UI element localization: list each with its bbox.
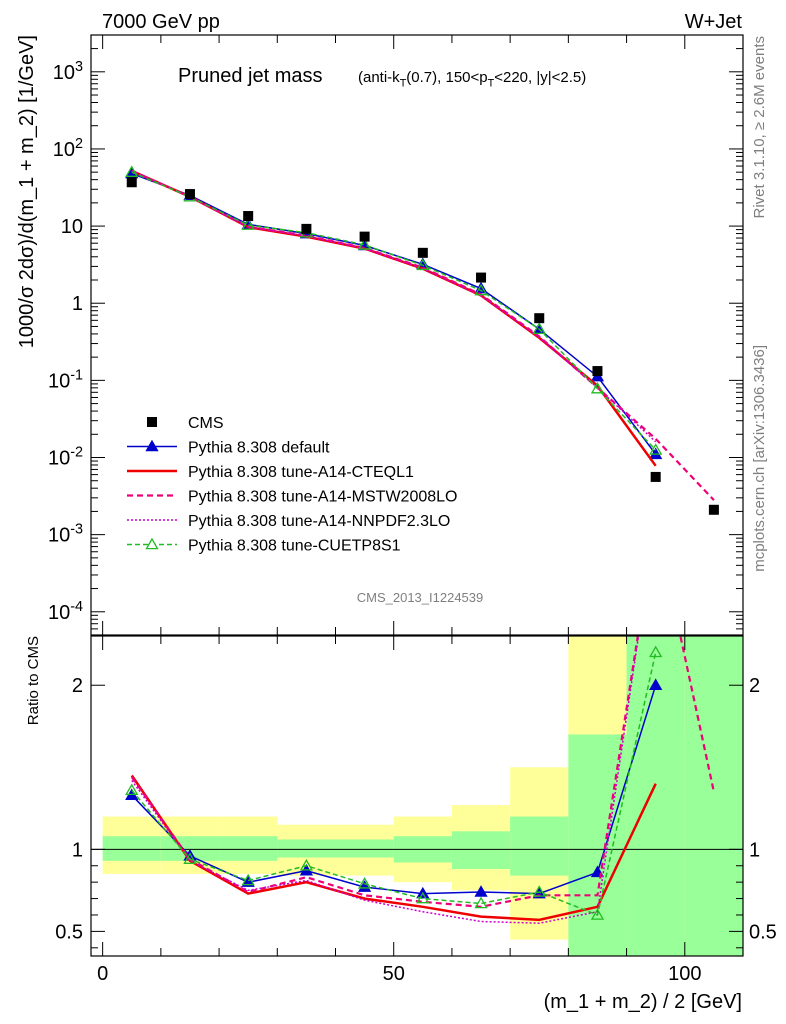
legend-marker-5 bbox=[145, 537, 159, 550]
legend-label-0: CMS bbox=[188, 415, 224, 432]
legend-label-4: Pythia 8.308 tune-A14-NNPDF2.3LO bbox=[188, 513, 450, 530]
bot-ytick-label-left-2: 2 bbox=[72, 675, 83, 697]
top-marker-5-4 bbox=[357, 238, 372, 250]
cms-point-2 bbox=[243, 211, 254, 222]
band-stat-6 bbox=[451, 831, 511, 870]
legend-label-2: Pythia 8.308 tune-A14-CTEQL1 bbox=[188, 464, 414, 481]
header-left: 7000 GeV pp bbox=[102, 11, 220, 33]
y-axis-title-top: 1000/σ 2dσ)/d(m_1 + m_2) [1/GeV] bbox=[16, 35, 38, 348]
top-ytick-label-0: 10-4 bbox=[48, 599, 83, 624]
x-tick-label-1: 50 bbox=[383, 963, 405, 985]
bot-ytick-label-right-1: 1 bbox=[749, 839, 760, 861]
top-marker-5-5 bbox=[416, 258, 430, 271]
bottom-series bbox=[91, 636, 743, 924]
bot-line-1 bbox=[130, 774, 657, 922]
band-stat-10 bbox=[684, 636, 743, 956]
cms-point-1 bbox=[184, 189, 195, 200]
bot-ytick-label-right-2: 2 bbox=[749, 675, 760, 697]
top-marker-5-2 bbox=[241, 218, 255, 230]
ratio-bands bbox=[102, 636, 743, 956]
bot-marker-4-0 bbox=[125, 783, 139, 796]
legend-marker-1 bbox=[145, 439, 159, 452]
top-ytick-label-5: 10 bbox=[61, 216, 83, 238]
axes: 10-4 10-3 10-2 10-1 1 10 102 103 0 50 100 0.5 0.5 1 1 2… bbox=[48, 34, 777, 985]
bottom-frame bbox=[90, 635, 744, 957]
analysis-id: CMS_2013_I1224539 bbox=[357, 590, 484, 605]
cms-point-5 bbox=[417, 247, 428, 258]
top-ytick-label-4: 1 bbox=[72, 293, 83, 315]
legend-label-5: Pythia 8.308 tune-CUETP8S1 bbox=[188, 538, 401, 555]
cms-point-8 bbox=[592, 366, 603, 377]
top-marker-5-6 bbox=[474, 283, 488, 296]
header-right: W+Jet bbox=[685, 11, 743, 33]
x-tick-label-2: 100 bbox=[668, 963, 701, 985]
mcplots-text: mcplots.cern.ch [arXiv:1306.3436] bbox=[751, 345, 768, 572]
top-ytick-label-2: 10-2 bbox=[48, 445, 83, 470]
bot-marker-4-5 bbox=[416, 891, 430, 904]
top-ytick-label-6: 102 bbox=[53, 136, 83, 161]
bot-marker-4-2 bbox=[241, 873, 255, 886]
top-marker-5-9 bbox=[649, 443, 663, 455]
top-marker-5-7 bbox=[532, 322, 546, 335]
cms-point-7 bbox=[534, 313, 545, 324]
y-axis-title-bottom: Ratio to CMS bbox=[25, 636, 42, 725]
top-ytick-label-3: 10-1 bbox=[48, 367, 83, 392]
rivet-text: Rivet 3.1.10, ≥ 2.6M events bbox=[751, 36, 768, 219]
bot-ytick-label-right-0: 0.5 bbox=[749, 921, 777, 943]
top-marker-5-0 bbox=[125, 165, 139, 177]
top-ytick-label-1: 10-3 bbox=[48, 522, 83, 547]
bot-marker-4-6 bbox=[474, 896, 488, 909]
cms-point-10 bbox=[708, 504, 719, 515]
bot-line-0 bbox=[131, 684, 657, 895]
band-stat-0 bbox=[102, 836, 161, 861]
top-line-4 bbox=[131, 170, 657, 443]
cms-point-0 bbox=[126, 177, 137, 188]
band-stat-4 bbox=[335, 839, 394, 858]
top-series bbox=[125, 165, 719, 515]
top-marker-5-8 bbox=[590, 381, 605, 394]
x-tick-label-0: 0 bbox=[97, 963, 108, 985]
bot-marker-0-4 bbox=[357, 880, 372, 892]
bot-marker-0-2 bbox=[241, 875, 255, 887]
legend-label-3: Pythia 8.308 tune-A14-MSTW2008LO bbox=[188, 489, 457, 506]
bot-ytick-label-left-1: 1 bbox=[72, 839, 83, 861]
top-ytick-label-7: 103 bbox=[53, 59, 83, 84]
chart-subtitle: (anti-kT(0.7), 150<pT<220, |y|<2.5) bbox=[358, 69, 586, 90]
band-stat-3 bbox=[277, 839, 336, 858]
cms-point-4 bbox=[359, 231, 370, 242]
bot-marker-0-9 bbox=[649, 678, 663, 691]
bot-marker-4-9 bbox=[649, 645, 663, 658]
top-line-5 bbox=[131, 171, 657, 451]
bot-marker-0-6 bbox=[474, 885, 488, 897]
bot-marker-4-1 bbox=[183, 852, 197, 864]
x-axis-title: (m_1 + m_2) / 2 [GeV] bbox=[544, 991, 742, 1013]
top-frame bbox=[90, 34, 744, 636]
band-stat-7 bbox=[510, 816, 569, 876]
cms-point-6 bbox=[476, 272, 487, 283]
bot-ytick-label-left-0: 0.5 bbox=[55, 921, 83, 943]
bot-marker-4-7 bbox=[532, 885, 546, 897]
legend-marker-0 bbox=[147, 417, 157, 427]
band-stat-2 bbox=[219, 836, 278, 861]
bot-marker-4-8 bbox=[590, 908, 605, 920]
bot-line-4 bbox=[131, 652, 657, 917]
bot-line-2 bbox=[130, 636, 715, 908]
top-line-1 bbox=[131, 172, 657, 455]
legend: CMS Pythia 8.308 default Pythia 8.308 tune… bbox=[127, 415, 457, 555]
cms-point-3 bbox=[301, 223, 312, 234]
bot-marker-4-3 bbox=[299, 858, 314, 871]
bot-marker-4-4 bbox=[357, 876, 372, 889]
chart-title: Pruned jet mass bbox=[178, 65, 323, 87]
legend-label-1: Pythia 8.308 default bbox=[188, 440, 330, 457]
cms-point-9 bbox=[650, 471, 661, 482]
